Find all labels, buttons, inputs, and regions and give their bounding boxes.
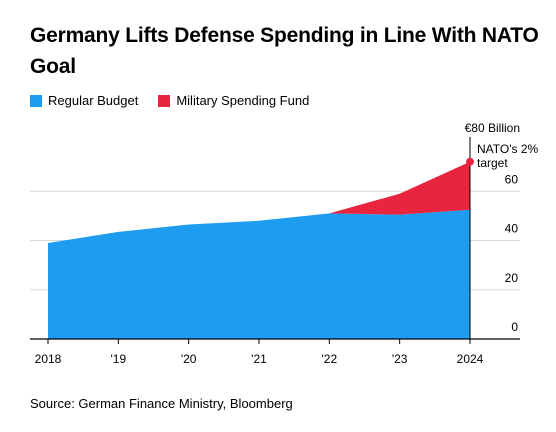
y-tick-label: 40 (505, 222, 519, 236)
legend-item-military-fund: Military Spending Fund (158, 93, 309, 108)
y-tick-label: 0 (511, 320, 518, 334)
area-military-fund (48, 161, 470, 243)
area-regular-budget (48, 209, 470, 339)
legend-item-regular-budget: Regular Budget (30, 93, 138, 108)
legend-label-regular-budget: Regular Budget (48, 93, 139, 108)
chart-title: Germany Lifts Defense Spending in Line W… (30, 24, 539, 78)
legend-label-military-fund: Military Spending Fund (176, 93, 310, 108)
x-tick-label: 2024 (457, 352, 484, 366)
nato-target-marker (466, 157, 474, 166)
x-tick-label: 2018 (35, 352, 62, 366)
legend: Regular Budget Military Spending Fund (30, 93, 329, 108)
x-tick-label: '23 (392, 352, 408, 366)
legend-swatch-regular-budget (30, 94, 42, 107)
y-tick-label: 60 (505, 172, 519, 186)
nato-target-label: NATO's 2% (477, 142, 539, 156)
x-tick-label: '19 (111, 352, 127, 366)
x-tick-label: '21 (251, 352, 267, 366)
legend-swatch-military-fund (158, 94, 171, 107)
x-tick-label: '20 (181, 352, 197, 366)
y-top-label: €80 Billion (465, 121, 520, 135)
x-tick-label: '22 (322, 352, 338, 366)
nato-target-label: target (477, 156, 508, 170)
y-tick-label: 20 (505, 271, 519, 285)
source-note: Source: German Finance Ministry, Bloombe… (30, 396, 293, 411)
